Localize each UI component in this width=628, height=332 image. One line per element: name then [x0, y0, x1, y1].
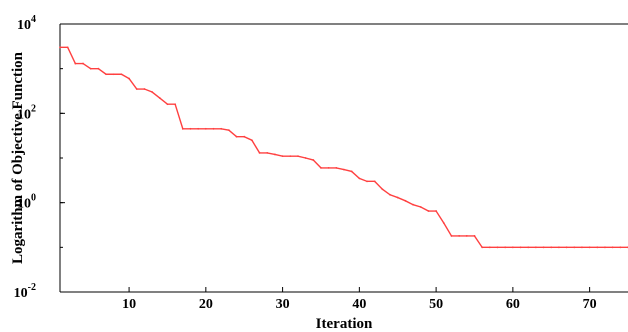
- data-point: [327, 167, 330, 169]
- data-point: [412, 203, 414, 206]
- x-ticks: 10 20 30 40 50 60 70: [122, 287, 597, 312]
- y-ticks: 104 102 100 10-2: [14, 14, 65, 301]
- data-point: [373, 180, 376, 183]
- data-point: [250, 139, 253, 142]
- data-point: [189, 127, 192, 130]
- data-point: [381, 188, 384, 191]
- data-point: [389, 193, 391, 196]
- data-point: [258, 152, 261, 154]
- data-point: [74, 62, 77, 65]
- data-point: [97, 67, 100, 70]
- x-tick-label: 60: [506, 297, 520, 312]
- data-point: [581, 246, 583, 249]
- data-point: [304, 157, 307, 159]
- data-point: [220, 127, 223, 130]
- data-point: [235, 135, 238, 138]
- data-point: [112, 73, 115, 76]
- data-point: [419, 206, 422, 208]
- data-point: [473, 235, 476, 237]
- plot-area: [59, 23, 628, 293]
- data-point: [120, 73, 123, 76]
- data-point: [158, 97, 161, 99]
- data-point: [59, 46, 61, 49]
- data-point: [558, 246, 560, 249]
- data-point: [442, 222, 445, 224]
- data-point: [527, 246, 530, 249]
- data-point: [227, 129, 230, 132]
- data-point: [212, 127, 215, 130]
- data-point: [450, 235, 453, 237]
- data-point: [511, 246, 514, 249]
- data-point: [297, 155, 299, 158]
- y-axis-title: Logarithm of Objective Function: [10, 51, 26, 264]
- data-point: [66, 46, 69, 49]
- x-tick-label: 50: [429, 297, 443, 312]
- x-tick-label: 40: [352, 297, 366, 312]
- data-point: [396, 196, 399, 199]
- data-point: [335, 167, 338, 169]
- y-tick-label: 102: [17, 103, 36, 122]
- x-tick-label: 70: [583, 297, 597, 312]
- data-point: [427, 210, 430, 212]
- data-point: [128, 77, 130, 80]
- data-point: [135, 88, 138, 90]
- data-point: [435, 210, 438, 212]
- data-point: [496, 246, 499, 249]
- series-line: [60, 46, 628, 249]
- data-point: [588, 246, 591, 249]
- y-tick-label: 104: [17, 14, 36, 33]
- data-point: [550, 246, 553, 249]
- data-point: [519, 246, 522, 249]
- data-point: [504, 246, 507, 249]
- data-point: [534, 246, 537, 249]
- data-point: [274, 153, 276, 156]
- data-point: [481, 246, 484, 249]
- data-point: [350, 170, 353, 173]
- data-point: [366, 180, 368, 183]
- data-point: [404, 199, 407, 202]
- data-point: [174, 103, 177, 106]
- x-tick-label: 10: [122, 297, 136, 312]
- data-point: [197, 127, 200, 130]
- data-point: [542, 246, 545, 249]
- data-point: [565, 246, 568, 249]
- data-point: [281, 155, 284, 158]
- data-point: [105, 73, 107, 76]
- x-tick-label: 30: [276, 297, 290, 312]
- data-point: [358, 177, 361, 180]
- data-point: [166, 103, 169, 106]
- data-point: [604, 246, 606, 249]
- data-point: [312, 159, 315, 161]
- data-point: [89, 67, 92, 70]
- data-point: [596, 246, 599, 249]
- data-point: [343, 168, 345, 171]
- series-group: [59, 46, 628, 249]
- data-point: [82, 62, 84, 65]
- data-point: [488, 246, 491, 249]
- data-point: [465, 235, 468, 237]
- y-tick-label: 10-2: [14, 282, 36, 301]
- data-point: [619, 246, 622, 249]
- data-point: [143, 88, 146, 90]
- data-point: [243, 135, 246, 138]
- data-point: [458, 235, 461, 237]
- data-point: [289, 155, 292, 158]
- data-point: [320, 167, 322, 169]
- data-point: [573, 246, 576, 249]
- data-point: [611, 246, 614, 249]
- data-point: [151, 91, 154, 93]
- data-point: [266, 152, 269, 154]
- x-axis-title: Iteration: [316, 316, 373, 332]
- x-tick-label: 20: [199, 297, 213, 312]
- data-point: [181, 127, 184, 130]
- y-tick-label: 100: [17, 193, 36, 212]
- data-point: [204, 127, 207, 130]
